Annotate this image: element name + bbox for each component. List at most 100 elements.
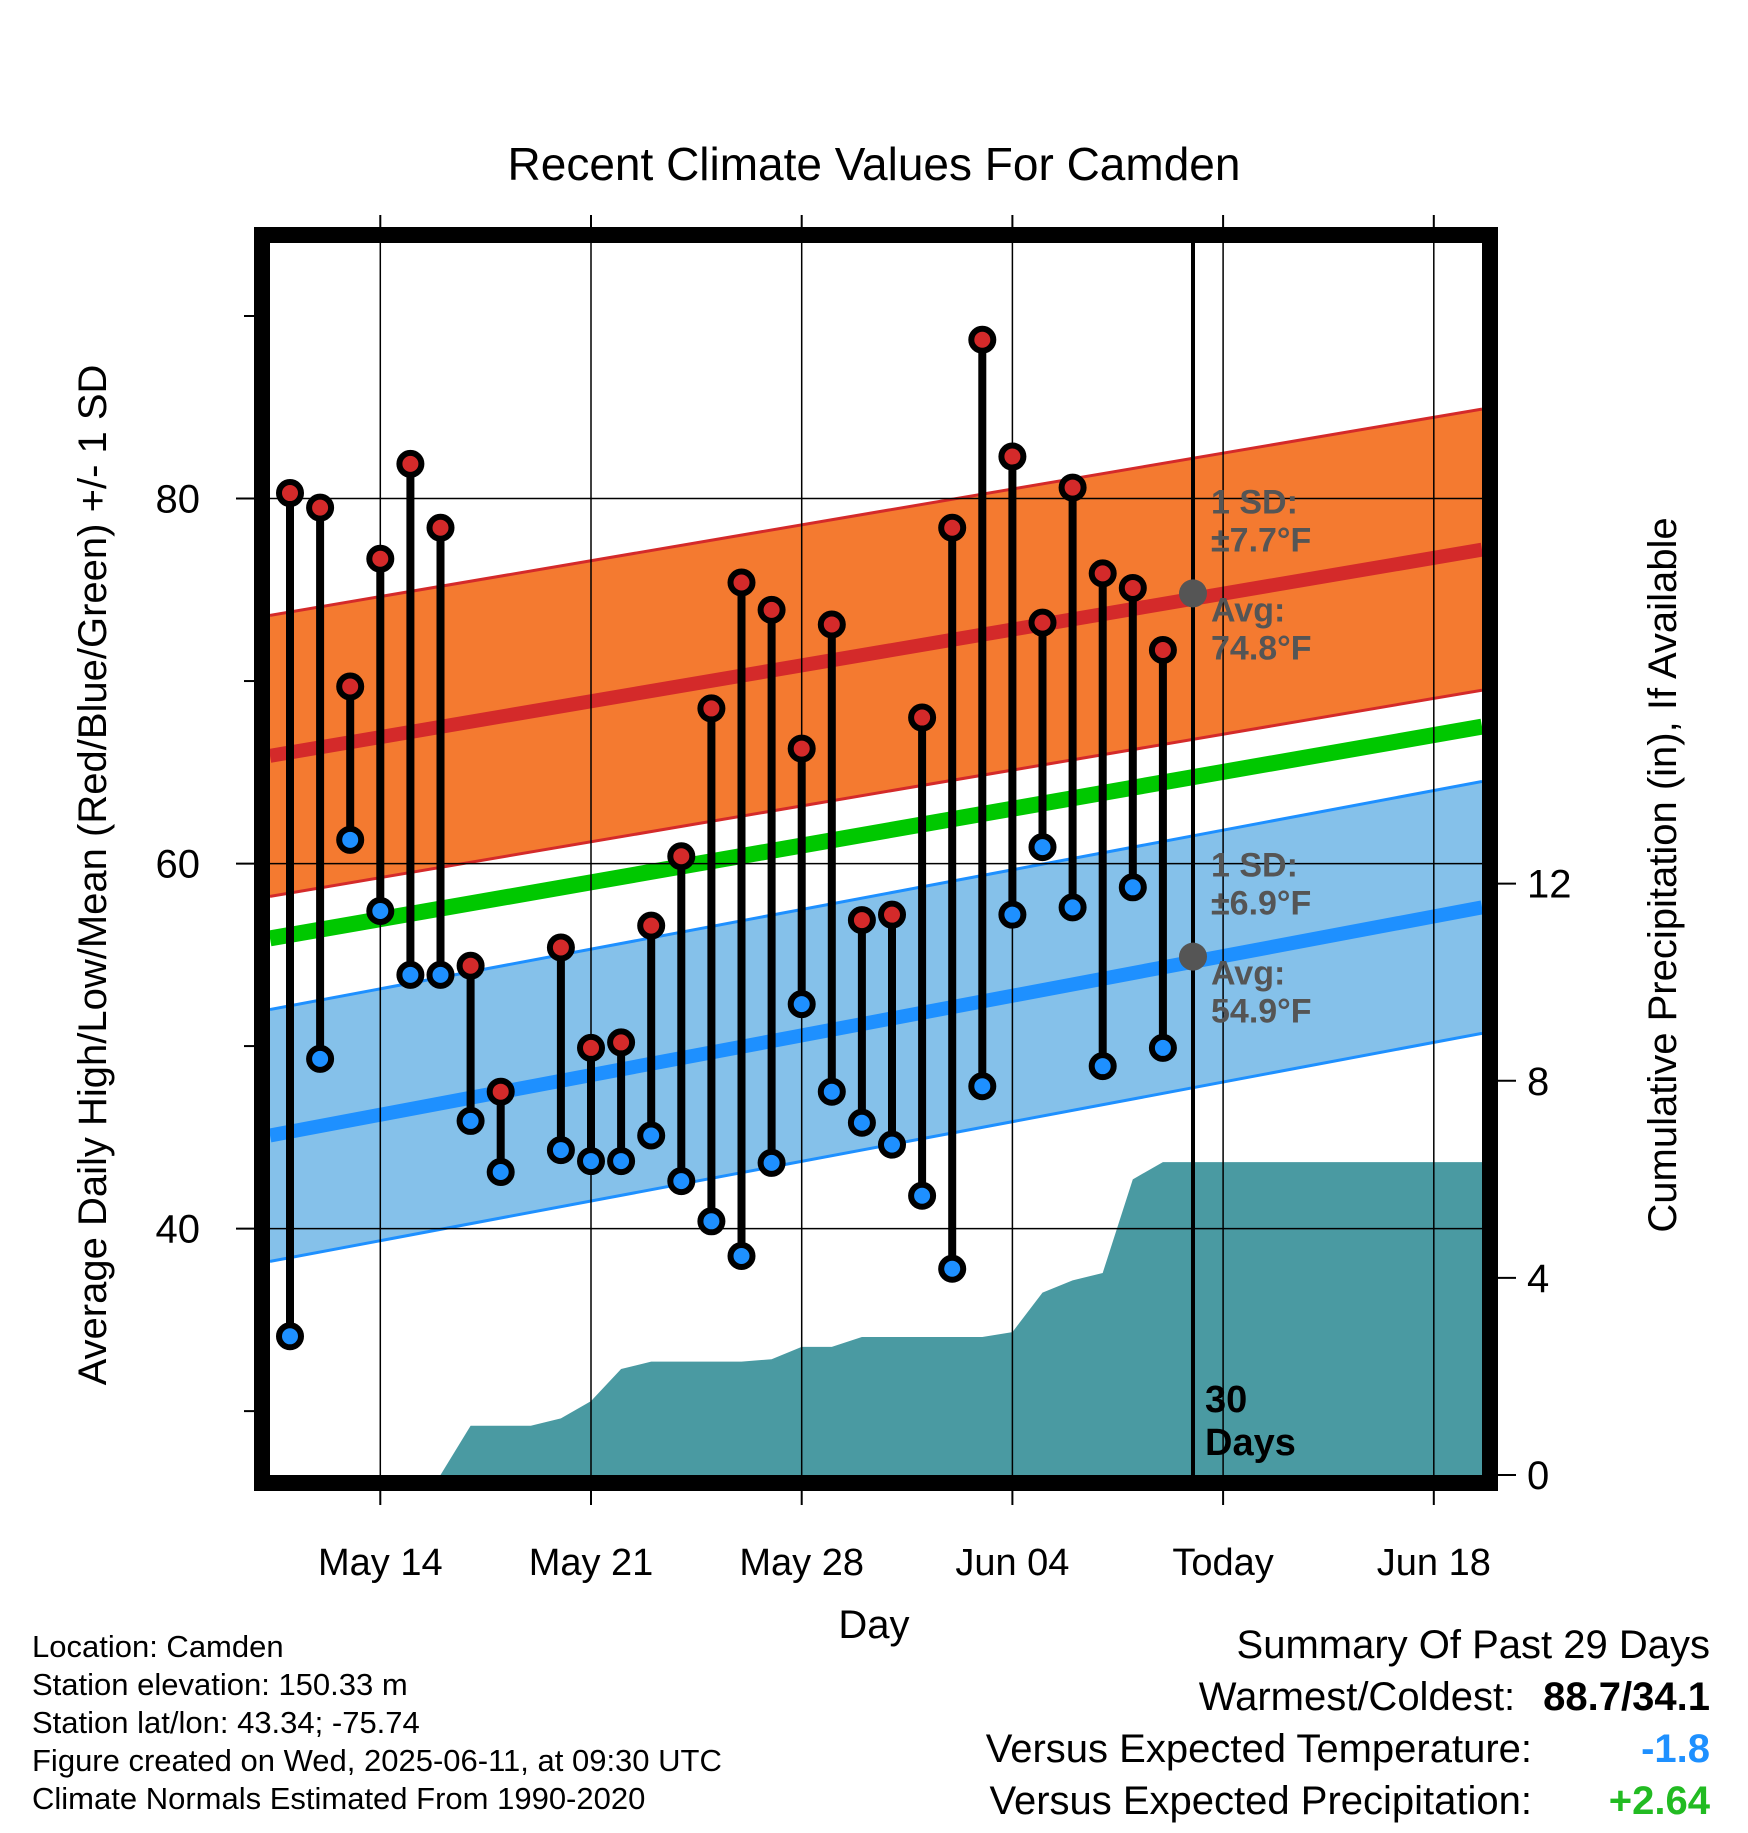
y-tick-label-right: 0 xyxy=(1527,1454,1549,1498)
high-point xyxy=(1088,559,1117,588)
low-point xyxy=(276,1322,304,1351)
low-point xyxy=(998,900,1027,929)
station-info: Location: Camden Station elevation: 150.… xyxy=(32,1628,722,1818)
y-tick-label-right: 12 xyxy=(1527,863,1572,907)
low-point xyxy=(456,1106,485,1135)
high-point xyxy=(456,951,485,980)
low-avg-value: 54.9°F xyxy=(1211,993,1312,1031)
summary-warmest-row: Warmest/Coldest: 88.7/34.1 xyxy=(1199,1675,1710,1720)
low-band-lower-edge xyxy=(270,1031,1482,1263)
info-elevation: Station elevation: 150.33 m xyxy=(32,1667,408,1702)
high-point xyxy=(908,703,937,732)
today-high-normal-point xyxy=(1179,579,1207,608)
high-point xyxy=(366,544,395,573)
high-point xyxy=(878,900,906,929)
mean-normal-line xyxy=(270,718,1482,947)
x-tick-label: May 28 xyxy=(739,1542,864,1584)
low-point xyxy=(336,825,365,854)
low-point xyxy=(908,1181,937,1210)
low-point xyxy=(968,1072,997,1101)
y-tick-label-left: 40 xyxy=(156,1208,201,1252)
low-point xyxy=(546,1136,575,1165)
low-point xyxy=(938,1254,967,1283)
x-tick-label: May 21 xyxy=(529,1542,654,1584)
summary-temp-label: Versus Expected Temperature: xyxy=(985,1727,1532,1771)
y-axis-label-left: Average Daily High/Low/Mean (Red/Blue/Gr… xyxy=(71,365,115,1386)
chart-title: Recent Climate Values For Camden xyxy=(508,138,1241,190)
summary-precip-value: +2.64 xyxy=(1608,1779,1710,1823)
low-avg-label: Avg: xyxy=(1211,955,1285,993)
low-point xyxy=(577,1147,605,1176)
plot-frame xyxy=(254,227,1498,1491)
high-point xyxy=(847,906,876,935)
high-point xyxy=(426,513,455,542)
today-low-normal-point xyxy=(1179,942,1207,971)
y-tick-label-left: 80 xyxy=(156,478,201,522)
high-point xyxy=(998,442,1027,471)
high-point xyxy=(336,672,365,701)
summary-precip-label: Versus Expected Precipitation: xyxy=(989,1779,1532,1823)
high-point xyxy=(697,694,726,723)
high-point xyxy=(787,734,816,763)
summary-warmest-label: Warmest/Coldest: xyxy=(1198,1675,1516,1719)
summary-warmest-value: 88.7/34.1 xyxy=(1543,1675,1710,1719)
high-point xyxy=(306,493,335,522)
high-normal-line xyxy=(270,542,1482,763)
low-point xyxy=(306,1044,335,1073)
info-location: Location: Camden xyxy=(32,1629,284,1664)
x-tick-label: May 14 xyxy=(318,1542,443,1584)
high-point xyxy=(546,933,575,962)
high-point xyxy=(1118,573,1147,602)
high-band-upper-edge xyxy=(270,407,1482,617)
low-point xyxy=(1148,1033,1177,1062)
x-tick-label: Today xyxy=(1172,1542,1273,1584)
low-point xyxy=(667,1167,696,1196)
low-point xyxy=(847,1108,876,1137)
low-point xyxy=(757,1148,786,1177)
high-point xyxy=(396,449,425,478)
summary-precip-row: Versus Expected Precipitation: +2.64 xyxy=(989,1779,1710,1824)
x-tick-label: Jun 04 xyxy=(955,1542,1069,1584)
y-axis-label-right: Cumulative Precipitation (in), If Availa… xyxy=(1641,517,1685,1232)
high-point xyxy=(1028,608,1057,637)
low-point xyxy=(396,960,425,989)
low-point xyxy=(426,960,455,989)
high-point xyxy=(757,595,786,624)
low-point xyxy=(727,1241,756,1270)
low-point xyxy=(1088,1052,1117,1081)
high-avg-label: Avg: xyxy=(1211,591,1285,629)
low-sd-value: ±6.9°F xyxy=(1211,885,1311,923)
today-days-label: Days xyxy=(1205,1422,1296,1464)
low-point xyxy=(878,1130,906,1159)
low-point xyxy=(486,1158,515,1187)
high-point xyxy=(938,513,967,542)
high-point xyxy=(1058,473,1087,502)
y-tick-label-left: 60 xyxy=(156,843,201,887)
summary-temp-row: Versus Expected Temperature: -1.8 xyxy=(986,1727,1710,1772)
high-sd-value: ±7.7°F xyxy=(1211,521,1311,559)
precipitation-area xyxy=(290,1162,1482,1475)
low-point xyxy=(817,1077,846,1106)
high-band-lower-edge xyxy=(270,688,1482,898)
high-point xyxy=(727,568,756,597)
low-point xyxy=(1028,833,1057,862)
y-tick-label-right: 8 xyxy=(1527,1060,1549,1104)
low-point xyxy=(366,897,395,926)
high-point xyxy=(667,842,696,871)
summary-temp-value: -1.8 xyxy=(1641,1727,1710,1771)
high-sd-label: 1 SD: xyxy=(1211,483,1298,521)
x-axis-label: Day xyxy=(838,1603,909,1647)
low-point xyxy=(637,1121,666,1150)
high-point xyxy=(1148,636,1177,665)
high-point xyxy=(817,610,846,639)
high-point xyxy=(637,911,666,940)
high-point xyxy=(577,1033,605,1062)
low-point xyxy=(697,1207,726,1236)
high-point xyxy=(486,1077,515,1106)
low-sd-label: 1 SD: xyxy=(1211,847,1298,885)
high-point xyxy=(276,479,304,508)
info-normals: Climate Normals Estimated From 1990-2020 xyxy=(32,1781,646,1816)
low-point xyxy=(1118,873,1147,902)
